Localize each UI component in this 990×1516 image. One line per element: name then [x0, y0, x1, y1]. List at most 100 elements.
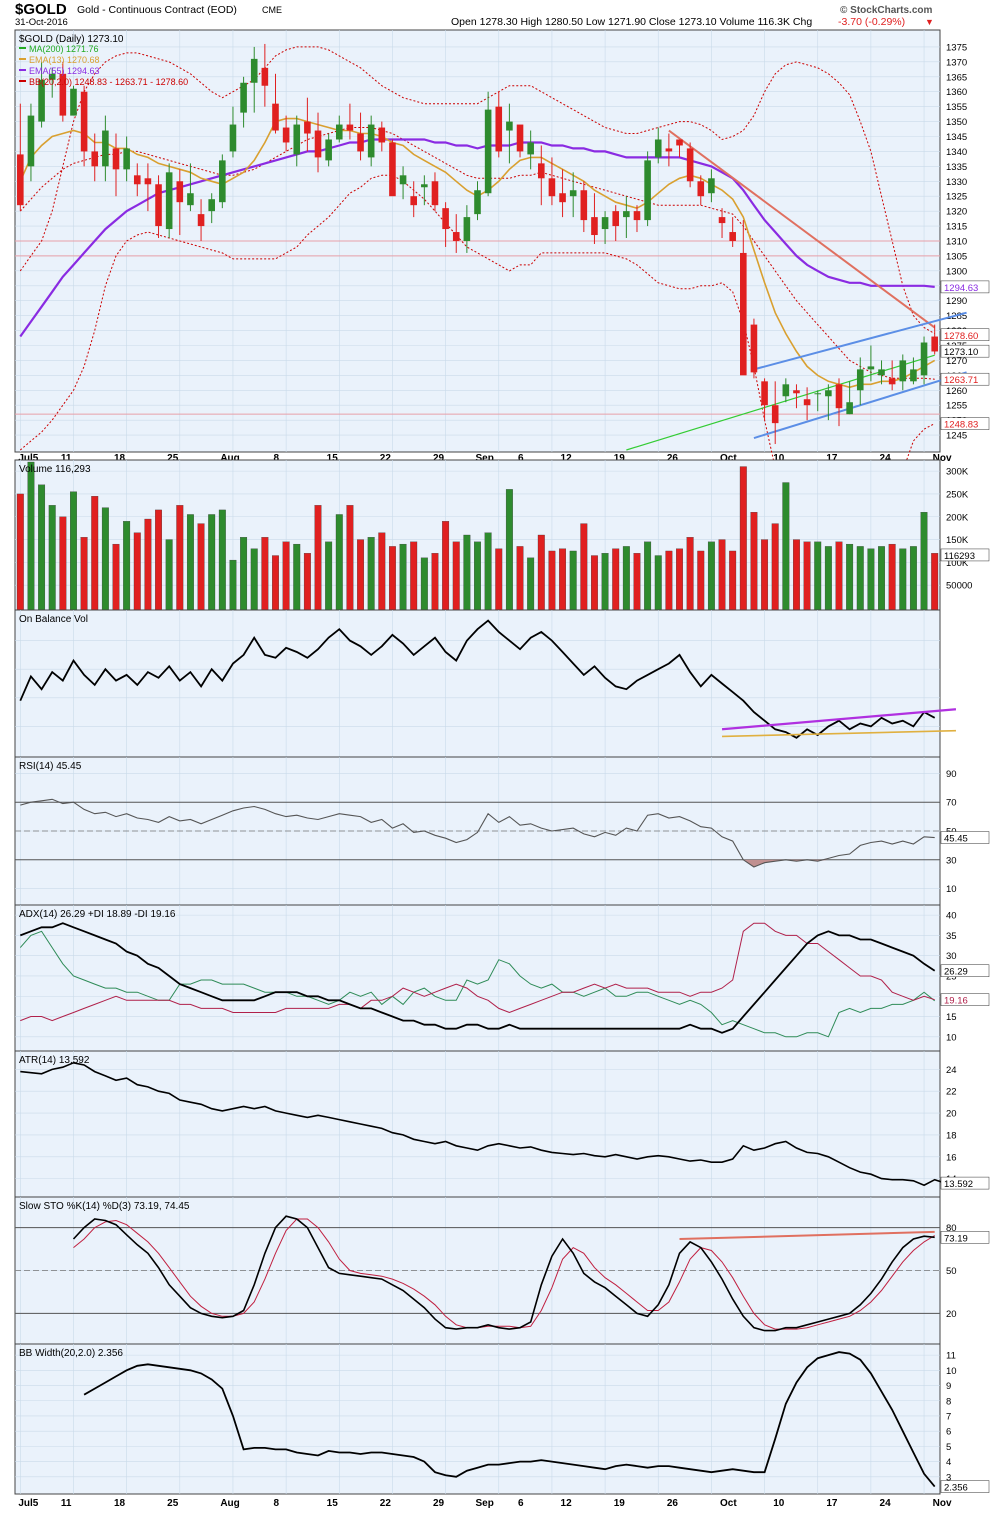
candle-body: [474, 190, 481, 215]
y-tick-label: 8: [946, 1396, 951, 1407]
volume-bar: [133, 532, 141, 611]
candle-body: [17, 154, 24, 206]
candle-body: [48, 73, 56, 80]
candle-body: [304, 121, 311, 134]
y-tick-label: 200K: [946, 512, 969, 523]
candle-body: [27, 115, 35, 167]
sto-tag-box: [940, 1231, 990, 1244]
volume-bar: [155, 509, 162, 611]
volume-bar: [38, 484, 46, 611]
volume-bar: [761, 539, 769, 611]
y-tick-label: 24: [946, 1065, 957, 1076]
obv-line: [19, 619, 936, 739]
y-tick-label: 1260: [946, 386, 967, 397]
candle-body: [761, 381, 768, 406]
x-tick-label: Sep: [476, 453, 494, 464]
candle-body: [282, 127, 290, 143]
y-tick-label: 16: [946, 1152, 957, 1163]
volume-bar: [644, 541, 652, 611]
candle-body: [920, 342, 928, 376]
price-tag-box: [940, 280, 990, 294]
candle-body: [112, 148, 120, 170]
bottom-x-tick-label: Nov: [933, 1498, 952, 1509]
volume-bar: [505, 489, 513, 611]
bbwidth-line: [83, 1351, 936, 1488]
bottom-x-tick-label: 24: [880, 1498, 892, 1509]
volume-bar: [654, 555, 662, 611]
volume-bar: [378, 532, 386, 611]
y-tick-label: 1245: [946, 431, 967, 442]
volume-bar: [186, 514, 194, 611]
y-tick-label: 35: [946, 931, 957, 942]
x-tick-label: 11: [61, 453, 72, 464]
bottom-x-tick-label: Jul5: [18, 1498, 38, 1509]
candle-body: [708, 178, 715, 194]
price-tag: 1248.83: [944, 420, 978, 431]
candle-body: [463, 217, 471, 241]
candle-body: [910, 369, 917, 382]
volume-bar: [931, 553, 939, 611]
volume-bar: [856, 546, 864, 611]
volume-bar: [899, 548, 907, 611]
volume-bar: [144, 518, 152, 611]
y-tick-label: 1325: [946, 192, 967, 203]
volume-bar: [559, 548, 567, 611]
candle-body: [537, 163, 545, 179]
price-panel-label: $GOLD (Daily) 1273.10: [19, 34, 124, 45]
panel-volume: 50000 100K 150K 200K 250K 300K 116293 Volume 11…: [14, 459, 990, 611]
bottom-x-tick-label: 22: [380, 1498, 392, 1509]
candle-body: [867, 366, 875, 370]
panel-obv: On Balance Vol: [14, 609, 957, 758]
x-tick-label: 19: [614, 453, 626, 464]
y-tick-label: 250K: [946, 489, 969, 500]
y-tick-label: 1255: [946, 401, 967, 412]
y-tick-label: 10: [946, 884, 957, 895]
candle-body: [80, 91, 88, 152]
adx-line: [19, 922, 936, 1034]
chart-header: $GOLD Gold - Continuous Contract (EOD) C…: [15, 1, 934, 28]
bottom-x-tick-label: 19: [614, 1498, 626, 1509]
volume-bar: [463, 534, 471, 611]
candle-body: [825, 390, 832, 397]
downtrend-line: [668, 129, 936, 329]
obv-lower-trendline: [722, 729, 956, 738]
y-tick-label: 20: [946, 1309, 957, 1320]
x-tick-label: 8: [273, 453, 279, 464]
volume-bar: [388, 546, 396, 611]
minus-di-line: [20, 922, 935, 1022]
y-tick-label: 9: [946, 1381, 951, 1392]
y-tick-label: 1365: [946, 72, 967, 83]
candle-body: [144, 178, 152, 185]
volume-bar: [80, 537, 88, 611]
instrument-name: Gold - Continuous Contract (EOD): [77, 4, 237, 16]
bottom-x-tick-label: Aug: [220, 1498, 239, 1509]
candle-body: [697, 181, 705, 197]
volume-bar: [229, 559, 237, 611]
volume-bar: [27, 461, 35, 611]
bottom-x-tick-label: 15: [327, 1498, 339, 1509]
plus-di-line: [19, 930, 936, 1038]
candle-body: [718, 217, 726, 224]
channel-upper-line: [753, 311, 967, 371]
volume-bar: [718, 539, 726, 611]
volume-bar: [676, 548, 683, 611]
bbwidth-tag-box: [940, 1480, 990, 1493]
candle-body: [102, 130, 109, 167]
volume-bar: [367, 537, 375, 611]
candle-body: [389, 142, 396, 197]
price-tag-box: [940, 328, 990, 342]
bottom-x-tick-label: 10: [773, 1498, 785, 1509]
bb-upper-line: [19, 46, 935, 335]
y-tick-label: 18: [946, 1130, 957, 1141]
volume-bar: [601, 553, 609, 611]
legend-swatch: [19, 47, 26, 49]
candle-body: [378, 127, 386, 143]
x-tick-label: 24: [880, 453, 892, 464]
legend-swatch: [19, 80, 26, 82]
sto-k-line: [72, 1215, 935, 1332]
candle-body: [250, 58, 258, 83]
x-tick-label: 18: [114, 453, 126, 464]
adx-tag-box: [940, 993, 990, 1006]
